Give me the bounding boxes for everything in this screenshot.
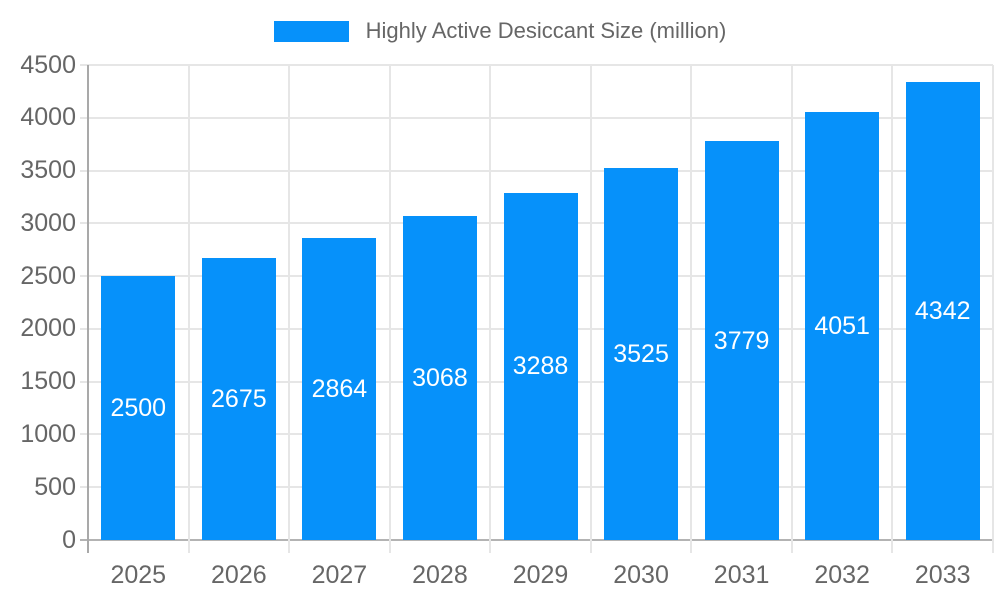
x-tick-label: 2032 <box>814 561 870 589</box>
y-tick-label: 0 <box>62 525 76 554</box>
x-axis-line <box>80 539 993 541</box>
h-gridline <box>80 116 993 119</box>
h-gridline <box>80 64 993 66</box>
bar-2031[interactable]: 3779 <box>704 141 779 540</box>
legend-label: Highly Active Desiccant Size (million) <box>365 18 727 43</box>
bar-2029[interactable]: 3288 <box>503 192 578 540</box>
y-tick-label: 3500 <box>20 156 76 185</box>
v-gridline <box>388 65 391 553</box>
x-tick-label: 2030 <box>613 561 669 589</box>
bar-2033[interactable]: 4342 <box>905 81 980 540</box>
v-gridline <box>690 65 693 553</box>
bar-2028[interactable]: 3068 <box>402 216 477 540</box>
x-tick-label: 2031 <box>713 561 770 589</box>
v-gridline <box>489 65 492 553</box>
v-gridline <box>187 65 190 553</box>
y-tick-label: 3000 <box>20 208 76 237</box>
y-tick-label: 1500 <box>20 367 76 396</box>
bar-2032[interactable]: 4051 <box>805 112 880 540</box>
bar-value-label: 3525 <box>613 339 669 368</box>
x-tick-label: 2026 <box>211 561 267 589</box>
bar-value-label: 3068 <box>412 364 468 393</box>
plot-area: 2500 2025 2675 2026 2864 2027 3068 2028 3288 2029… <box>80 64 994 588</box>
bar-value-label: 2675 <box>211 384 267 413</box>
y-axis: 0 500 1000 1500 2000 2500 3000 3500 4000 4500 <box>0 52 78 552</box>
legend-item[interactable]: Highly Active Desiccant Size (million) <box>273 18 727 44</box>
bar-value-label: 2500 <box>110 394 167 423</box>
v-gridline <box>891 65 894 553</box>
legend-swatch-icon <box>273 20 349 42</box>
v-gridline <box>790 65 793 553</box>
y-tick-label: 2500 <box>20 261 76 290</box>
y-tick-label: 4000 <box>20 103 76 132</box>
bar-2025[interactable]: 2500 <box>101 276 176 540</box>
bar-2030[interactable]: 3525 <box>604 167 679 540</box>
bar-value-label: 4342 <box>914 296 971 325</box>
bar-value-label: 3779 <box>713 326 770 355</box>
x-tick-label: 2027 <box>311 561 368 589</box>
x-tick-label: 2025 <box>110 561 167 589</box>
bar-2026[interactable]: 2675 <box>201 257 276 540</box>
v-gridline <box>288 65 291 553</box>
y-tick-label: 500 <box>34 472 76 501</box>
bar-value-label: 2864 <box>311 374 368 403</box>
x-tick-label: 2028 <box>412 561 468 589</box>
chart-legend: Highly Active Desiccant Size (million) <box>0 18 1000 44</box>
x-tick-label: 2029 <box>512 561 569 589</box>
h-gridline <box>80 169 993 172</box>
bar-value-label: 3288 <box>512 352 569 381</box>
y-tick-label: 2000 <box>20 314 76 343</box>
y-tick-label: 4500 <box>20 50 76 79</box>
y-tick-label: 1000 <box>20 419 76 448</box>
v-gridline <box>589 65 592 553</box>
bar-2027[interactable]: 2864 <box>302 237 377 540</box>
bar-value-label: 4051 <box>814 312 870 341</box>
v-gridline <box>992 65 994 553</box>
y-axis-line <box>87 65 89 553</box>
x-tick-label: 2033 <box>914 561 971 589</box>
